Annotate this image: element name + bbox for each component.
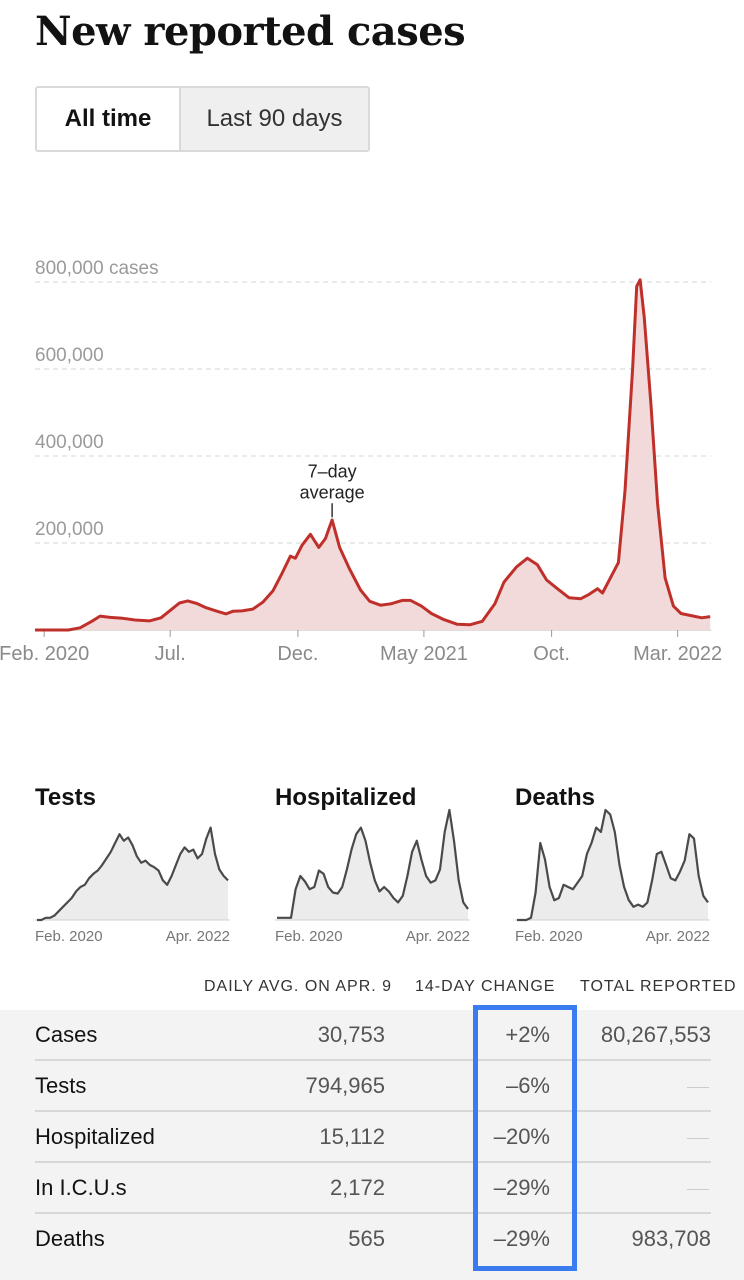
table-row-cases: Cases 30,753 +2% 80,267,553 [35,1010,711,1061]
all-time-button[interactable]: All time [37,88,179,150]
row-daily-avg: 30,753 [317,1022,385,1047]
sparkline-area [517,810,708,920]
hospitalized-title: Hospitalized [275,784,417,811]
sparkline-line [277,808,469,919]
sparkline-area [37,827,228,920]
hospitalized-sparkline: Feb. 2020 Apr. 2022 [275,808,470,945]
table-row-tests: Tests 794,965 –6% [35,1061,711,1112]
row-14-day-change: –6% [505,1073,550,1098]
row-label: Tests [35,1073,87,1098]
no-data-dash [687,1087,709,1088]
x-tick-label: May 2021 [380,643,468,665]
x-tick-label: Jul. [155,643,186,665]
y-tick-label: 400,000 [35,432,104,453]
sparkline-line [517,808,709,922]
row-label: In I.C.U.s [35,1175,127,1200]
header-total-reported: TOTAL REPORTED [580,978,737,995]
row-label: Hospitalized [35,1124,155,1149]
y-tick-label: 800,000 cases [35,258,159,279]
x-tick-label: Feb. 2020 [0,643,89,665]
row-daily-avg: 15,112 [319,1124,385,1149]
last-90-days-button[interactable]: Last 90 days [179,88,368,150]
table-row-hospitalized: Hospitalized 15,112 –20% [35,1112,711,1163]
row-total-reported: 983,708 [631,1226,711,1251]
cases-chart: 800,000 cases 600,000 400,000 200,000 Feb. 2… [0,258,722,665]
tests-title: Tests [35,784,96,811]
x-tick-label: Mar. 2022 [633,643,722,665]
time-range-toggle: All time Last 90 days [35,86,370,152]
sparkline-end-label: Apr. 2022 [646,928,710,945]
sparkline-end-label: Apr. 2022 [406,928,470,945]
table-row-deaths: Deaths 565 –29% 983,708 [35,1214,711,1265]
cases-line [35,278,711,632]
deaths-title: Deaths [515,784,596,811]
sparkline-start-label: Feb. 2020 [275,928,343,945]
y-tick-label: 600,000 [35,345,104,366]
tests-sparkline: Feb. 2020 Apr. 2022 [35,826,230,945]
row-total-reported: 80,267,553 [600,1022,711,1047]
header-daily-avg: DAILY AVG. ON APR. 9 [204,978,393,995]
sparkline-area [277,810,468,920]
sparkline-end-label: Apr. 2022 [166,928,230,945]
annotation-label-line2: average [300,482,365,502]
row-daily-avg: 2,172 [329,1175,385,1200]
sparkline-start-label: Feb. 2020 [515,928,583,945]
y-tick-label: 200,000 [35,519,104,540]
cases-area [35,279,711,630]
row-14-day-change: –29% [493,1175,550,1200]
row-label: Deaths [35,1226,105,1251]
row-14-day-change: +2% [505,1022,550,1047]
row-daily-avg: 565 [348,1226,385,1251]
table-body: Cases 30,753 +2% 80,267,553 Tests 794,96… [0,1010,744,1280]
table-row-icu: In I.C.U.s 2,172 –29% [35,1163,711,1214]
x-tick-label: Oct. [533,643,570,665]
header-14-day-change: 14-DAY CHANGE [415,978,556,995]
row-14-day-change: –29% [493,1226,550,1251]
row-daily-avg: 794,965 [305,1073,385,1098]
sparkline-line [37,826,229,922]
row-label: Cases [35,1022,98,1047]
no-data-dash [687,1189,709,1190]
sparkline-start-label: Feb. 2020 [35,928,103,945]
change-column-highlight [473,1005,577,1271]
no-data-dash [687,1138,709,1139]
deaths-sparkline: Feb. 2020 Apr. 2022 [515,808,710,945]
page-title: New reported cases [35,8,466,55]
annotation-label-line1: 7–day [308,461,357,481]
row-14-day-change: –20% [493,1124,550,1149]
x-tick-label: Dec. [277,643,318,665]
